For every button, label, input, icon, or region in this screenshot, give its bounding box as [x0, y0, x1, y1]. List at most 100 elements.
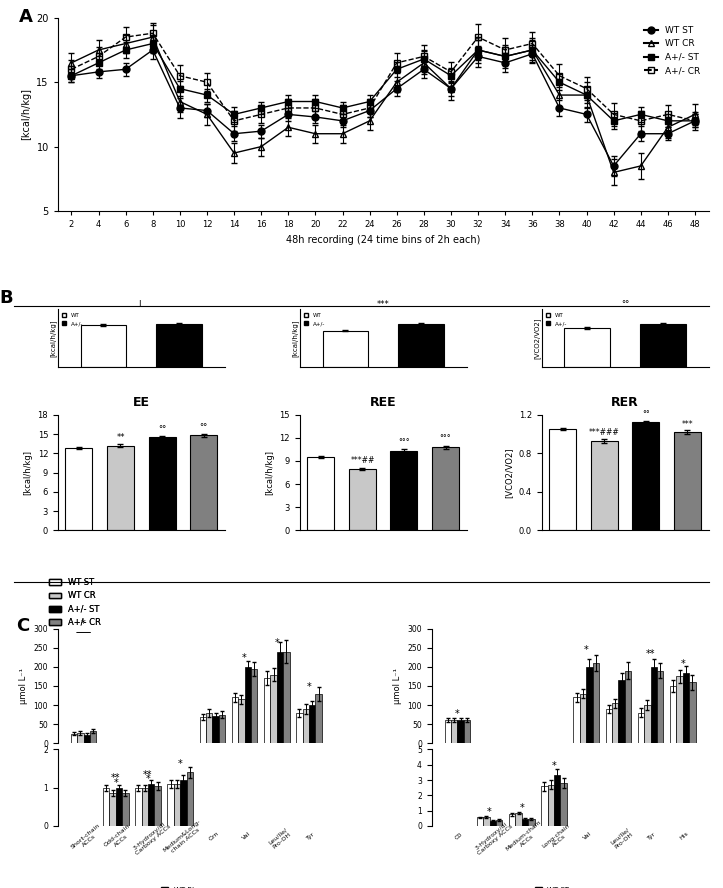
Bar — [515, 813, 522, 826]
Bar — [206, 713, 213, 743]
Text: *: * — [307, 682, 312, 692]
Bar — [689, 682, 696, 743]
Bar — [231, 697, 238, 743]
Bar — [107, 446, 134, 530]
Bar — [309, 705, 315, 743]
Text: **: ** — [111, 773, 121, 783]
Text: *: * — [275, 638, 279, 648]
Bar — [670, 686, 676, 743]
Bar — [529, 819, 535, 826]
Bar — [307, 457, 334, 530]
Text: **: ** — [143, 770, 153, 781]
Text: *: * — [81, 619, 86, 629]
Text: Tyr: Tyr — [305, 831, 316, 841]
Bar — [315, 694, 322, 743]
Bar — [116, 788, 122, 826]
Text: *: * — [455, 710, 460, 719]
Text: ***: *** — [682, 420, 693, 429]
Bar — [277, 652, 283, 743]
Bar — [483, 817, 489, 826]
Bar — [148, 784, 155, 826]
Legend: WT ST, WT CR, A+/- ST, A+/- CR: WT ST, WT CR, A+/- ST, A+/- CR — [532, 884, 578, 888]
Y-axis label: [VCO2/VO2]: [VCO2/VO2] — [534, 318, 540, 359]
Legend: WT BL, WT ST, A+/- BL, A+/- ST: WT BL, WT ST, A+/- BL, A+/- ST — [158, 884, 202, 888]
Text: Short-chain
ACCs: Short-chain ACCs — [69, 822, 104, 854]
Text: **: ** — [646, 649, 655, 659]
Bar — [109, 793, 116, 826]
Bar — [155, 786, 161, 826]
Y-axis label: μmol L⁻¹: μmol L⁻¹ — [393, 668, 402, 704]
Bar — [264, 678, 270, 743]
Bar — [641, 324, 686, 367]
Bar — [302, 709, 309, 743]
Text: °°: °° — [200, 423, 208, 432]
Legend: WT, A+/-: WT, A+/- — [544, 313, 568, 327]
Bar — [605, 709, 612, 743]
Bar — [657, 670, 664, 743]
Bar — [591, 440, 618, 530]
Text: Long-chain
ACCs: Long-chain ACCs — [541, 823, 574, 853]
Bar — [244, 667, 251, 743]
Text: *: * — [487, 807, 492, 818]
Bar — [283, 652, 290, 743]
Bar — [496, 821, 502, 826]
Legend: WT, A+/-: WT, A+/- — [302, 313, 326, 327]
Title: RER: RER — [611, 396, 639, 409]
Bar — [142, 788, 148, 826]
Bar — [560, 783, 567, 826]
Text: ***##: ***## — [350, 456, 375, 465]
Text: °°: °° — [642, 410, 650, 419]
Bar — [651, 667, 657, 743]
Bar — [593, 663, 599, 743]
Text: *: * — [680, 659, 685, 669]
Text: C0: C0 — [454, 831, 463, 840]
Title: REE: REE — [370, 396, 396, 409]
Bar — [573, 697, 580, 743]
Y-axis label: [kcal/h/kg]: [kcal/h/kg] — [23, 450, 32, 495]
Legend: WT ST, WT CR, A+/- ST, A+/- CR: WT ST, WT CR, A+/- ST, A+/- CR — [46, 575, 104, 630]
Bar — [541, 786, 547, 826]
Bar — [180, 780, 187, 826]
Text: Tyr: Tyr — [647, 831, 657, 841]
Bar — [187, 773, 193, 826]
Legend: WT ST, WT CR, A+/- ST, A+/- CR: WT ST, WT CR, A+/- ST, A+/- CR — [641, 22, 704, 79]
Bar — [349, 469, 376, 530]
Bar — [612, 703, 618, 743]
Y-axis label: [kcal/h/kg]: [kcal/h/kg] — [265, 450, 274, 495]
Text: Orn: Orn — [208, 830, 220, 842]
Bar — [251, 669, 257, 743]
Bar — [458, 720, 464, 743]
Bar — [586, 667, 593, 743]
Text: Medium&Long-
chain ACCs: Medium&Long- chain ACCs — [162, 819, 205, 858]
Text: Val: Val — [241, 831, 252, 841]
Bar — [200, 717, 206, 743]
Bar — [522, 819, 529, 826]
Text: °°: °° — [158, 425, 166, 434]
X-axis label: 48h recording (24 time bins of 2h each): 48h recording (24 time bins of 2h each) — [286, 234, 480, 244]
Title: ***: *** — [377, 300, 390, 309]
Bar — [156, 324, 202, 367]
Text: ***###: ***### — [589, 428, 620, 438]
Legend: WT, A+/-: WT, A+/- — [61, 313, 84, 327]
Bar — [167, 784, 174, 826]
Bar — [683, 672, 689, 743]
Bar — [77, 733, 84, 743]
Bar — [135, 788, 142, 826]
Title: °°: °° — [621, 300, 629, 309]
Text: 3-Hydroxy/di
Carboxy ACCs: 3-Hydroxy/di Carboxy ACCs — [473, 820, 513, 856]
Text: *: * — [145, 774, 150, 784]
Text: 3-Hydroxy/di
Carboxy ACCs: 3-Hydroxy/di Carboxy ACCs — [131, 820, 172, 856]
Bar — [90, 731, 96, 743]
Bar — [71, 733, 77, 743]
Text: Val: Val — [583, 831, 593, 841]
Y-axis label: [kcal/h/kg]: [kcal/h/kg] — [21, 89, 31, 140]
Bar — [270, 675, 277, 743]
Title: EE: EE — [133, 396, 150, 409]
Bar — [390, 451, 417, 530]
Bar — [84, 734, 90, 743]
Bar — [580, 694, 586, 743]
Bar — [65, 448, 93, 530]
Text: C: C — [17, 617, 30, 635]
Y-axis label: [VCO2/VO2]: [VCO2/VO2] — [504, 448, 513, 498]
Y-axis label: μmol L⁻¹: μmol L⁻¹ — [19, 668, 28, 704]
